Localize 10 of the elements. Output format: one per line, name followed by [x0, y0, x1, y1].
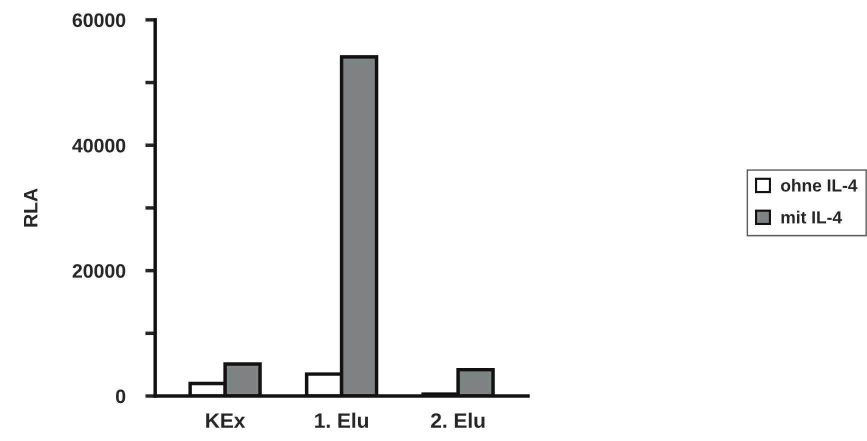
legend-label: ohne IL-4	[781, 178, 858, 192]
y-tick-label: 60000	[72, 13, 126, 28]
x-tick-label: KEx	[206, 413, 246, 428]
y-tick-label: 0	[116, 389, 126, 404]
y-tick-label: 20000	[72, 264, 126, 278]
y-axis-title: RLA	[24, 188, 38, 227]
legend-label: mit IL-4	[781, 210, 842, 224]
x-tick-label: 1. Elu	[315, 412, 368, 428]
x-tick-label: 2. Elu	[431, 412, 485, 428]
y-tick-label: 40000	[72, 138, 126, 152]
